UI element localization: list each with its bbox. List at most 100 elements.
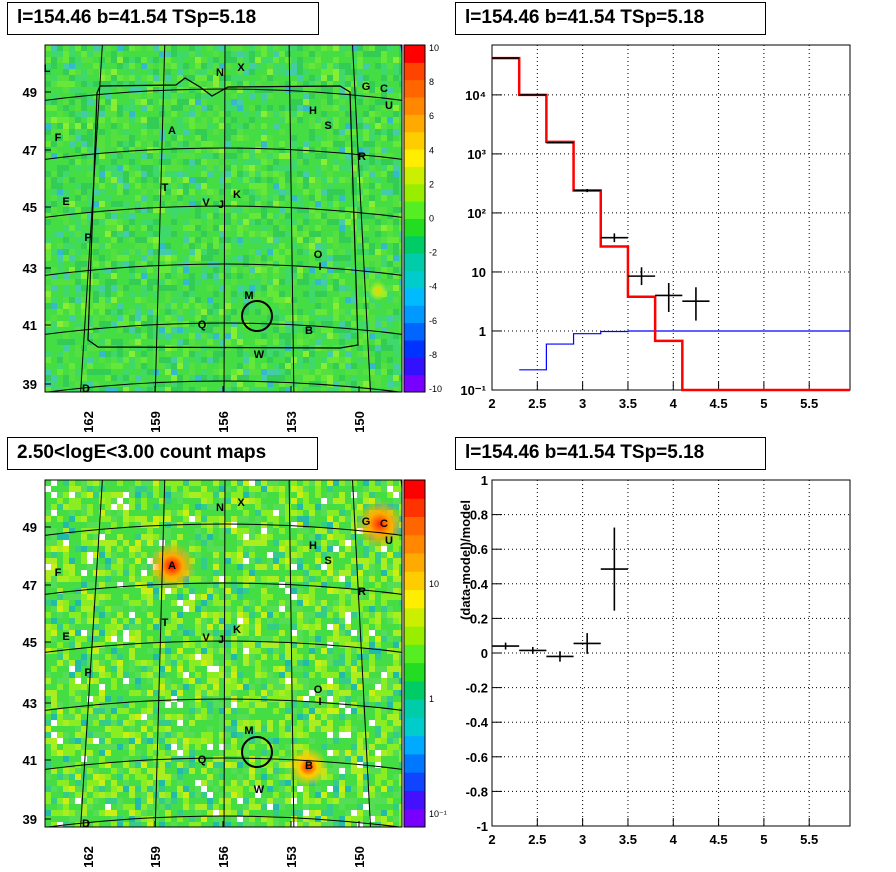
data-point bbox=[519, 94, 547, 96]
source-label: D bbox=[82, 818, 90, 830]
plot-grid bbox=[491, 45, 850, 391]
latitude-line bbox=[45, 147, 402, 160]
latitude-line bbox=[45, 523, 402, 536]
colorbar-segment bbox=[404, 589, 425, 609]
source-label: N bbox=[216, 502, 224, 514]
source-label: X bbox=[237, 497, 245, 509]
y-tick-label: 41 bbox=[23, 753, 37, 768]
source-label: W bbox=[254, 784, 265, 796]
y-tick-label: 41 bbox=[23, 318, 37, 333]
significance-map-title: l=154.46 b=41.54 TSp=5.18 bbox=[7, 2, 319, 35]
source-label: S bbox=[324, 555, 331, 567]
source-label: B bbox=[305, 760, 313, 772]
x-tick-label: 3 bbox=[579, 396, 586, 411]
colorbar-segment bbox=[404, 607, 425, 627]
source-label: K bbox=[233, 189, 241, 201]
source-hotspot bbox=[288, 747, 328, 787]
x-tick-label: 159 bbox=[148, 846, 163, 868]
source-label: H bbox=[309, 105, 317, 117]
longitude-line bbox=[288, 480, 295, 827]
colorbar-segment bbox=[404, 305, 425, 324]
colorbar-segment bbox=[404, 97, 425, 115]
x-tick-label: 5.5 bbox=[800, 396, 818, 411]
colorbar-segment bbox=[404, 114, 425, 133]
source-label: M bbox=[244, 725, 253, 737]
source-label: B bbox=[305, 325, 313, 337]
colorbar-segment bbox=[404, 131, 425, 150]
source-label: A bbox=[168, 560, 176, 572]
latitude-line bbox=[45, 757, 402, 770]
y-tick-label: 10² bbox=[467, 206, 486, 221]
source-label: Q bbox=[198, 319, 207, 331]
colorbar-segment bbox=[404, 753, 425, 773]
y-tick-label: -0.4 bbox=[466, 715, 489, 730]
x-tick-label: 3 bbox=[579, 832, 586, 847]
latitude-line bbox=[45, 205, 402, 218]
source-label: S bbox=[324, 120, 331, 132]
x-tick-label: 5 bbox=[760, 396, 767, 411]
colorbar-segment bbox=[404, 680, 425, 700]
colorbar-segment bbox=[404, 218, 425, 237]
source-label: R bbox=[358, 151, 366, 163]
x-tick-label: 156 bbox=[216, 846, 231, 868]
x-tick-label: 4 bbox=[670, 832, 678, 847]
latitude-line bbox=[45, 815, 402, 827]
source-label: T bbox=[162, 182, 169, 194]
colorbar-tick-label: -6 bbox=[429, 316, 437, 326]
colorbar-segment bbox=[404, 626, 425, 645]
source-label: X bbox=[237, 62, 245, 74]
spectrum-panel: 2 2.5 3 3.5 4 4.5 5 5.5 10⁴ 10³ 10² 10 1 10⁻¹ bbox=[460, 44, 851, 411]
y-tick-label: 10 bbox=[472, 265, 486, 280]
y-tick-label: 0.2 bbox=[470, 611, 488, 626]
y-tick-label: -1 bbox=[476, 819, 488, 834]
colorbar-tick-label: -2 bbox=[429, 248, 437, 258]
source-label: C bbox=[380, 518, 388, 530]
source-label: N bbox=[216, 67, 224, 79]
residual-point bbox=[519, 646, 547, 654]
colorbar-segment bbox=[404, 735, 425, 755]
colorbar-frame bbox=[403, 44, 426, 393]
background-model-histogram bbox=[519, 330, 850, 371]
longitude-line bbox=[154, 480, 166, 827]
x-tick-label: 153 bbox=[284, 411, 299, 433]
y-tick-label: 45 bbox=[23, 635, 37, 650]
longitude-line bbox=[288, 45, 295, 392]
y-tick-label: 1 bbox=[481, 473, 488, 488]
significance-map-panel: L N X G CU HS F A R T E V JK P OI M Q B W D 162 159 156 153 150 4… bbox=[23, 43, 442, 433]
colorbar-segment bbox=[404, 790, 425, 810]
y-tick-label: 10³ bbox=[467, 147, 486, 162]
source-label: D bbox=[82, 383, 90, 395]
source-label: J bbox=[218, 634, 224, 646]
map-grid bbox=[45, 45, 402, 392]
source-label: O bbox=[314, 684, 323, 696]
y-tick-label: 47 bbox=[23, 578, 37, 593]
colorbar-tick-label: 10 bbox=[429, 579, 439, 589]
source-label: F bbox=[55, 567, 62, 579]
colorbar-segment bbox=[404, 270, 425, 289]
colorbar-segment bbox=[404, 62, 425, 81]
source-label: G bbox=[362, 516, 371, 528]
source-label: V bbox=[202, 632, 210, 644]
latitude-line bbox=[45, 263, 402, 276]
source-label: W bbox=[254, 349, 265, 361]
y-tick-label: 0.6 bbox=[470, 542, 488, 557]
plot-frame bbox=[491, 44, 851, 391]
colorbar-tick-label: 6 bbox=[429, 111, 434, 121]
data-point bbox=[682, 287, 710, 321]
residual-point bbox=[600, 527, 628, 611]
longitude-line bbox=[352, 480, 371, 827]
source-label: I bbox=[318, 696, 321, 708]
source-label: E bbox=[62, 631, 69, 643]
colorbar-tick-label: 0 bbox=[429, 214, 434, 224]
colorbar-tick-label: 8 bbox=[429, 77, 434, 87]
colorbar-tick-label: 4 bbox=[429, 145, 434, 155]
longitude-line bbox=[80, 45, 103, 392]
source-hotspot bbox=[368, 281, 388, 301]
colorbar-segment bbox=[404, 253, 425, 272]
map-pixels bbox=[45, 480, 402, 827]
source-label: Q bbox=[198, 754, 207, 766]
map-grid bbox=[45, 480, 402, 827]
colorbar-tick-label: 2 bbox=[429, 179, 434, 189]
source-labels: L N X G CU HS F A R T E V JK P OI M Q B W D bbox=[44, 62, 393, 395]
